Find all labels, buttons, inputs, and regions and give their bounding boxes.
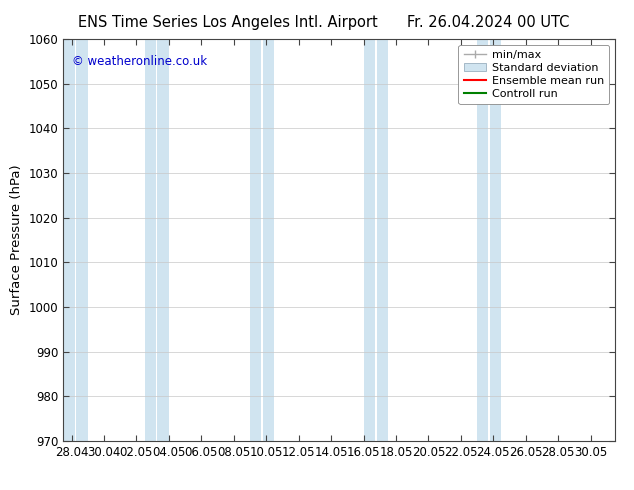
Legend: min/max, Standard deviation, Ensemble mean run, Controll run: min/max, Standard deviation, Ensemble me… — [458, 45, 609, 104]
Text: © weatheronline.co.uk: © weatheronline.co.uk — [72, 55, 207, 68]
Bar — [63, 39, 75, 441]
Bar — [490, 39, 501, 441]
Bar — [477, 39, 488, 441]
Text: ENS Time Series Los Angeles Intl. Airport: ENS Time Series Los Angeles Intl. Airpor… — [79, 15, 378, 30]
Bar — [263, 39, 275, 441]
Bar — [76, 39, 87, 441]
Bar — [145, 39, 156, 441]
Bar — [363, 39, 375, 441]
Y-axis label: Surface Pressure (hPa): Surface Pressure (hPa) — [10, 165, 23, 316]
Bar — [250, 39, 261, 441]
Bar — [157, 39, 169, 441]
Bar — [377, 39, 388, 441]
Text: Fr. 26.04.2024 00 UTC: Fr. 26.04.2024 00 UTC — [407, 15, 569, 30]
